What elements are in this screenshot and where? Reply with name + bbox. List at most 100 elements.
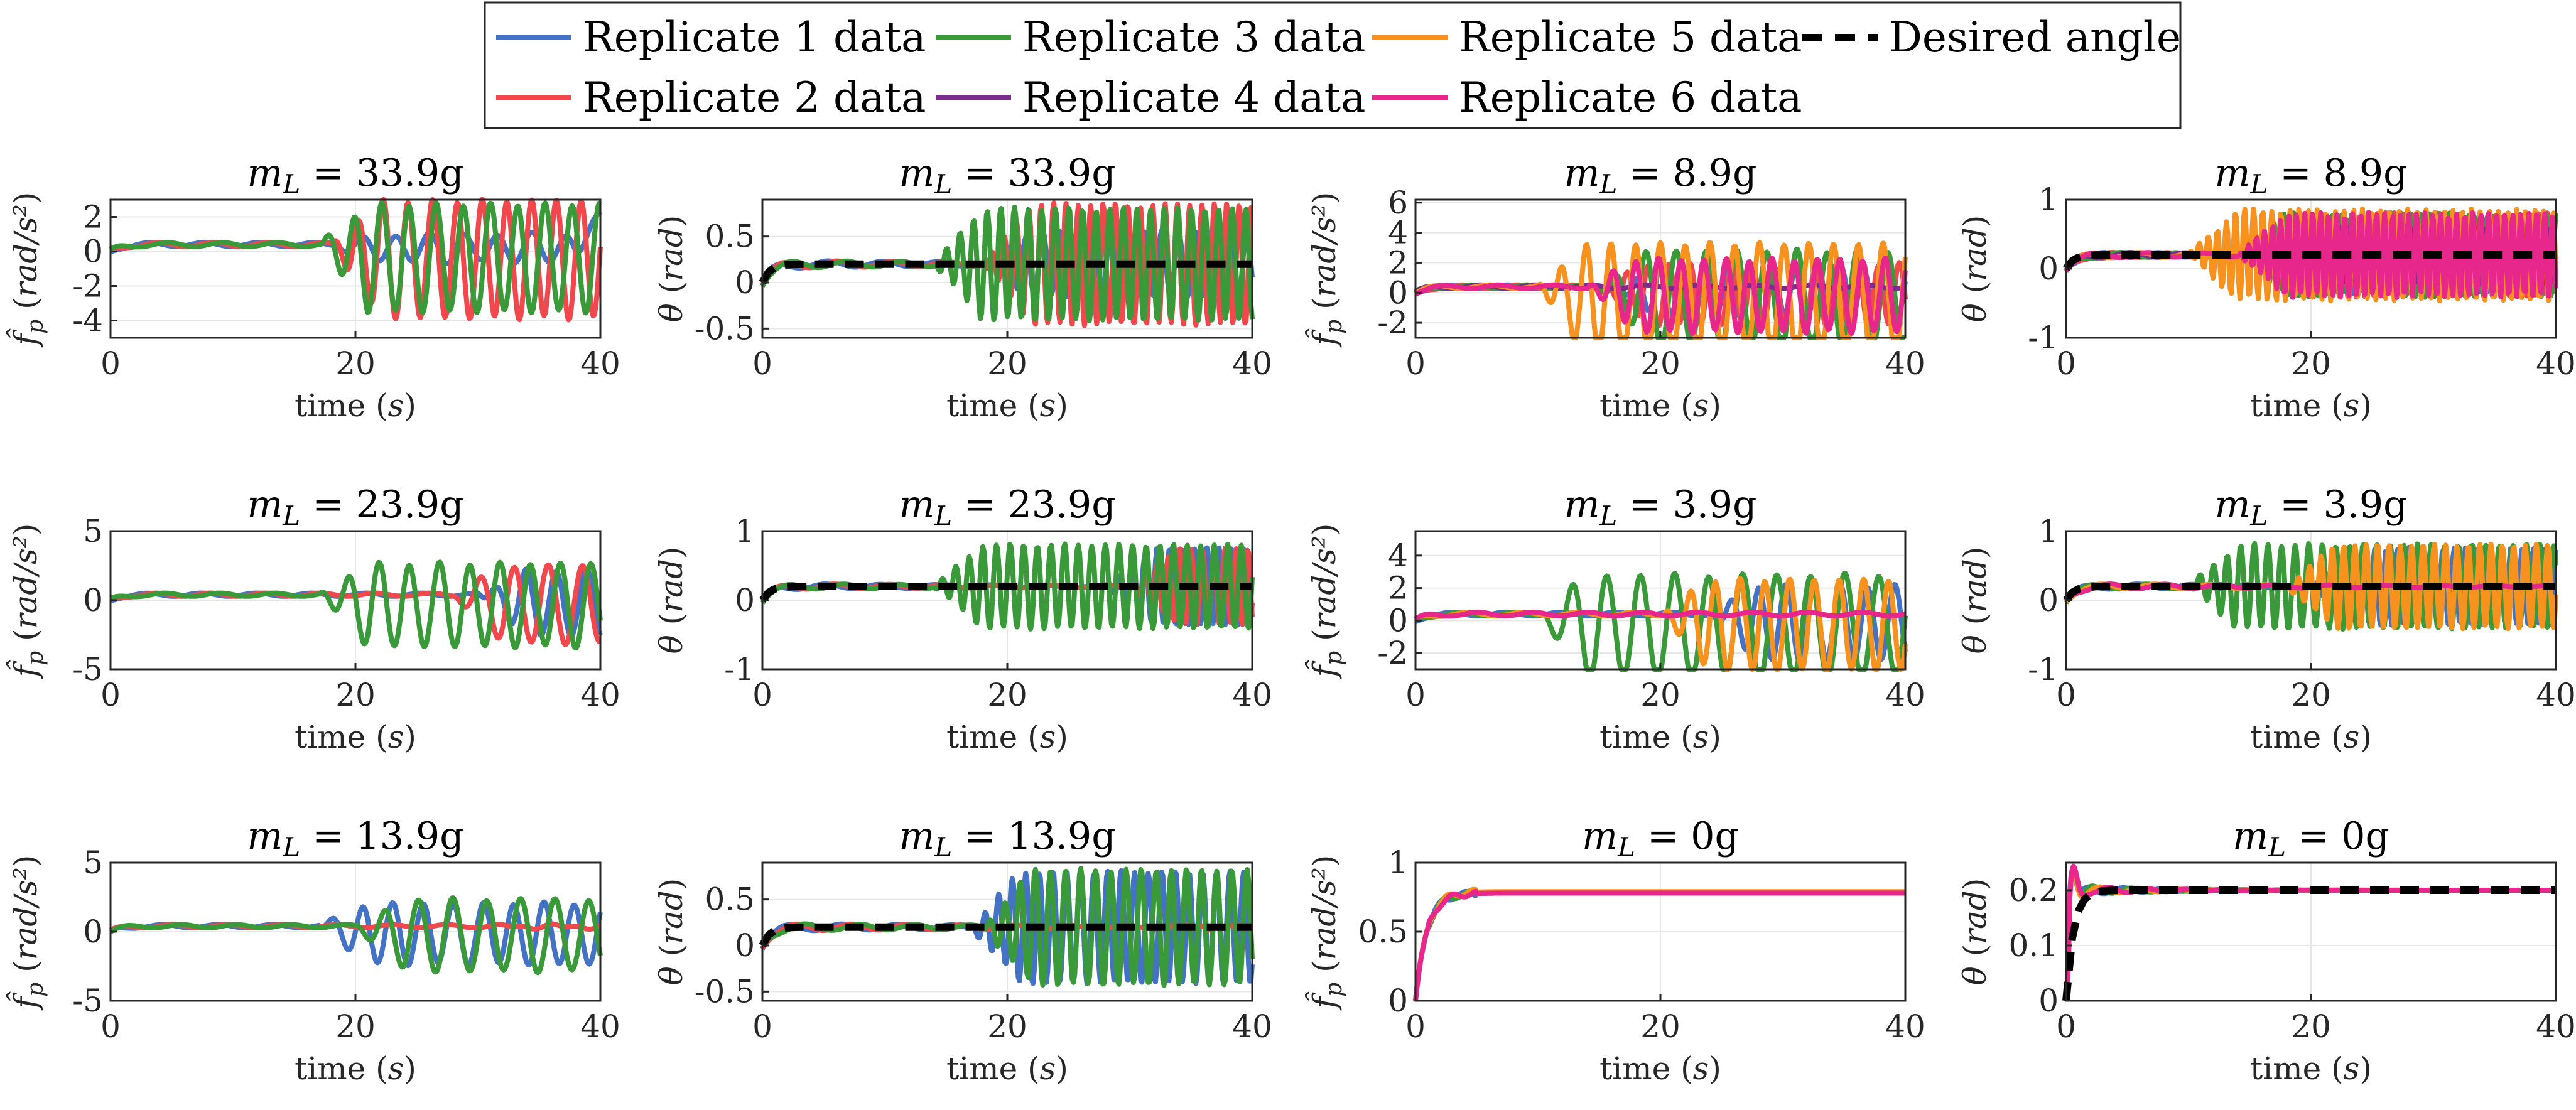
legend-entry: Replicate 5 data	[1372, 13, 1802, 62]
x-tick-label: 20	[987, 677, 1027, 713]
legend-entry: Replicate 3 data	[936, 13, 1366, 62]
desired-angle-line	[2062, 886, 2556, 1001]
x-tick-label: 40	[2536, 345, 2576, 382]
subplot-title: mL = 33.9g	[899, 151, 1115, 200]
y-tick-label: 0	[1388, 274, 1408, 311]
y-tick-label: 1	[735, 513, 755, 549]
x-tick-label: 20	[2291, 345, 2331, 382]
x-tick-label: 40	[580, 677, 620, 713]
subplot-title: mL = 33.9g	[247, 151, 463, 200]
y-tick-label: -4	[72, 303, 103, 339]
y-tick-label: 6	[1388, 185, 1408, 221]
y-axis-label: f̂p (rad/s²)	[1304, 524, 1347, 680]
series-line	[109, 895, 603, 976]
x-axis-label: time (s)	[946, 1050, 1068, 1087]
x-tick-label: 0	[752, 677, 772, 713]
subplot-title: mL = 8.9g	[1564, 151, 1756, 200]
legend-label: Desired angle	[1889, 13, 2181, 62]
x-tick-label: 40	[580, 345, 620, 382]
y-tick-label: 1	[1388, 844, 1408, 881]
y-tick-label: 0	[83, 913, 103, 950]
subplot-title: mL = 23.9g	[899, 483, 1115, 531]
x-axis-label: time (s)	[1599, 1050, 1721, 1087]
legend-entry: Replicate 6 data	[1372, 73, 1802, 122]
x-axis-label: time (s)	[2250, 387, 2372, 424]
y-axis-label: θ (rad)	[1957, 878, 1993, 986]
y-tick-label: 0.5	[1358, 913, 1408, 950]
y-tick-label: 0.5	[705, 218, 755, 255]
x-axis-label: time (s)	[295, 387, 416, 424]
subplot-title: mL = 23.9g	[247, 483, 463, 531]
desired-angle-line	[2063, 583, 2556, 603]
x-tick-label: 0	[100, 677, 121, 713]
subplot-title: mL = 3.9g	[2214, 483, 2407, 531]
y-tick-label: 0	[83, 234, 103, 270]
x-tick-label: 20	[335, 345, 376, 382]
y-tick-label: 2	[83, 199, 103, 235]
x-axis-label: time (s)	[2250, 719, 2372, 755]
legend-entry: Replicate 4 data	[936, 73, 1366, 122]
x-tick-label: 40	[2536, 677, 2576, 713]
x-tick-label: 20	[1640, 345, 1680, 382]
series-line	[109, 200, 602, 316]
x-tick-label: 40	[580, 1008, 620, 1045]
x-tick-label: 40	[1885, 677, 1925, 713]
x-axis-label: time (s)	[1599, 719, 1721, 755]
x-tick-label: 0	[1405, 1008, 1426, 1045]
legend-label: Replicate 4 data	[1022, 73, 1366, 122]
y-tick-label: -0.5	[695, 973, 755, 1010]
series-line	[2064, 210, 2558, 300]
x-tick-label: 0	[752, 345, 772, 382]
series-line	[760, 204, 1255, 323]
subplot-title: mL = 8.9g	[2214, 151, 2407, 200]
y-axis-label: θ (rad)	[1957, 547, 1993, 654]
y-axis-label: f̂p (rad/s²)	[1304, 855, 1347, 1011]
desired-angle-line	[759, 923, 1252, 948]
y-axis-label: f̂p (rad/s²)	[1304, 192, 1347, 348]
legend-label: Replicate 1 data	[583, 13, 926, 62]
x-axis-label: time (s)	[946, 387, 1068, 424]
y-tick-label: -2	[1377, 635, 1408, 671]
y-tick-label: 0.1	[2008, 927, 2059, 964]
y-axis-label: θ (rad)	[653, 215, 690, 323]
legend-box	[484, 1, 2182, 129]
y-tick-label: 0	[735, 264, 755, 301]
y-tick-label: 0.5	[705, 881, 755, 918]
y-axis-label: f̂p (rad/s²)	[6, 524, 48, 680]
y-tick-label: 2	[1388, 570, 1408, 606]
x-axis-label: time (s)	[295, 1050, 416, 1087]
x-tick-label: 0	[2056, 677, 2076, 713]
y-axis-label: θ (rad)	[653, 878, 690, 986]
desired-angle-line	[759, 260, 1252, 285]
x-tick-label: 20	[335, 677, 376, 713]
y-axis-label: θ (rad)	[1957, 215, 1993, 323]
y-tick-label: 4	[1388, 215, 1408, 251]
x-tick-label: 0	[2056, 1008, 2076, 1045]
x-tick-label: 40	[1232, 1008, 1272, 1045]
y-tick-label: -1	[2028, 651, 2059, 687]
y-axis-label: f̂p (rad/s²)	[6, 855, 48, 1011]
y-tick-label: 0	[83, 582, 103, 618]
subplot-title: mL = 0g	[2232, 814, 2389, 863]
x-tick-label: 20	[2291, 677, 2331, 713]
x-axis-label: time (s)	[2250, 1050, 2372, 1087]
subplot: 0 20 40 1 0.5 0 time (s) f̂p (rad/s²) mL = 0g	[1304, 814, 1925, 1087]
legend-entry: Desired angle	[1802, 13, 2181, 62]
y-tick-label: -5	[72, 651, 103, 687]
series-line	[109, 559, 603, 651]
y-tick-label: 0	[1388, 983, 1408, 1019]
x-tick-label: 0	[1405, 677, 1426, 713]
subplot: 0 20 40 0.2 0.1 0 time (s) θ (rad) mL = 0g	[1957, 814, 2576, 1087]
x-tick-label: 20	[2291, 1008, 2331, 1045]
series-line	[1414, 255, 1908, 337]
y-tick-label: 0	[1388, 602, 1408, 639]
